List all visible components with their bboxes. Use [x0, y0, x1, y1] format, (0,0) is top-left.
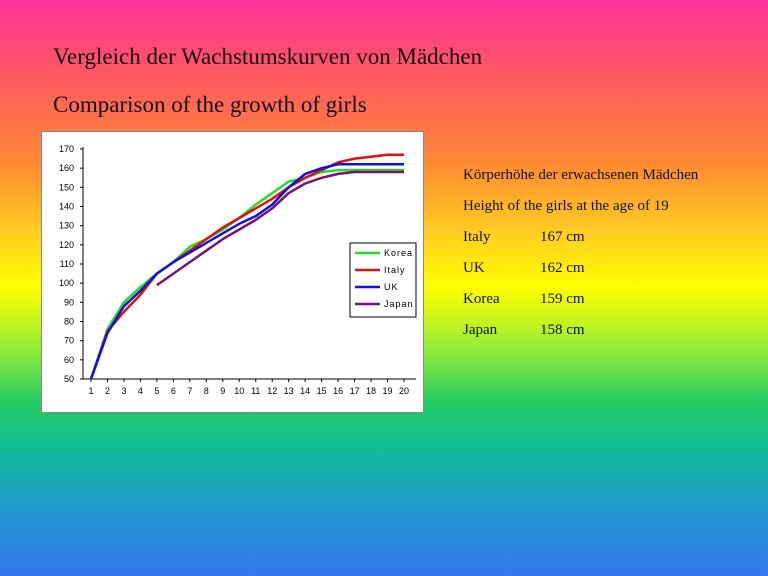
info-country-italy: Italy — [463, 229, 491, 245]
y-tick-label: 120 — [59, 240, 74, 250]
x-tick-label: 5 — [154, 386, 159, 396]
legend-label-italy: Italy — [384, 265, 406, 275]
y-tick-label: 70 — [64, 336, 74, 346]
x-tick-label: 15 — [317, 386, 327, 396]
info-heading-english: Height of the girls at the age of 19 — [463, 198, 669, 214]
info-height-italy: 167 cm — [540, 229, 585, 245]
info-country-korea: Korea — [463, 291, 500, 307]
x-tick-label: 7 — [187, 386, 192, 396]
series-line-japan — [156, 170, 404, 287]
y-tick-label: 170 — [59, 144, 74, 154]
x-tick-label: 9 — [220, 386, 225, 396]
x-tick-label: 1 — [88, 386, 93, 396]
x-tick-label: 6 — [171, 386, 176, 396]
y-tick-label: 140 — [59, 202, 74, 212]
y-tick-label: 90 — [64, 297, 74, 307]
info-heading-german: Körperhöhe der erwachsenen Mädchen — [463, 167, 699, 183]
x-tick-label: 3 — [121, 386, 126, 396]
y-tick-label: 110 — [60, 259, 74, 269]
x-tick-label: 16 — [333, 386, 343, 396]
x-tick-label: 13 — [284, 386, 294, 396]
y-tick-label: 60 — [64, 355, 74, 365]
x-tick-label: 10 — [234, 386, 244, 396]
x-tick-label: 19 — [383, 386, 393, 396]
series-line-korea — [89, 168, 404, 380]
x-tick-label: 20 — [399, 386, 409, 396]
y-tick-label: 100 — [59, 278, 74, 288]
y-tick-label: 150 — [59, 182, 74, 192]
x-tick-label: 8 — [204, 386, 209, 396]
series-line-uk — [89, 163, 404, 380]
x-tick-label: 17 — [350, 386, 360, 396]
y-tick-label: 130 — [59, 221, 74, 231]
info-height-japan: 158 cm — [540, 322, 585, 338]
info-height-uk: 162 cm — [540, 260, 585, 276]
x-tick-label: 4 — [138, 386, 143, 396]
x-tick-label: 2 — [105, 386, 110, 396]
y-tick-label: 50 — [64, 374, 74, 384]
info-country-uk: UK — [463, 260, 485, 276]
info-height-korea: 159 cm — [540, 291, 585, 307]
legend-label-korea: Korea — [384, 248, 413, 258]
growth-chart: 50 60 70 80 90 100 110 120 130 140 150 160 170 1 2 3 4 5 6… — [41, 131, 424, 413]
x-tick-label: 14 — [300, 386, 310, 396]
info-country-japan: Japan — [463, 322, 498, 338]
legend-label-japan: Japan — [384, 299, 414, 309]
slide-title-english: Comparison of the growth of girls — [53, 92, 367, 117]
x-tick-label: 12 — [267, 386, 277, 396]
y-tick-label: 80 — [64, 317, 74, 327]
x-tick-label: 11 — [251, 386, 260, 396]
y-tick-label: 160 — [59, 163, 74, 173]
x-tick-label: 18 — [366, 386, 376, 396]
slide-title-german: Vergleich der Wachstumskurven von Mädche… — [53, 44, 483, 69]
series-line-italy — [89, 153, 404, 380]
legend-label-uk: UK — [384, 282, 399, 292]
